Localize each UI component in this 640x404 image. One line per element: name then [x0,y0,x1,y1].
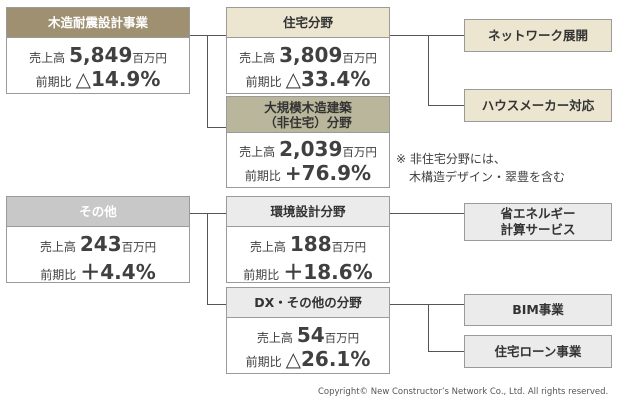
dx-other-title: DX・その他の分野 [227,288,389,318]
yoy-value: △26.1% [285,347,371,371]
other-box: その他 売上高 243百万円 前期比 ＋4.4% [6,196,190,285]
wood-seismic-box: 木造耐震設計事業 売上高 5,849百万円 前期比 △14.9% [6,7,190,94]
connector-dx-to-loan [428,351,464,352]
yoy-label: 前期比 [245,355,282,369]
yoy-label: 前期比 [244,169,281,183]
residential-sales-row: 売上高 3,809百万円 [227,43,389,67]
sales-label: 売上高 [239,51,276,65]
housemaker-support-box: ハウスメーカー対応 [464,89,612,122]
connector-residential-branch [428,35,429,106]
sales-label: 売上高 [39,240,76,254]
sales-unit: 百万円 [342,145,377,159]
sales-label: 売上高 [256,331,293,345]
residential-box: 住宅分野 売上高 3,809百万円 前期比 △33.4% [226,7,390,94]
sales-unit: 百万円 [132,51,167,65]
sales-value: 5,849 [69,43,133,67]
sales-unit: 百万円 [331,240,367,254]
connector-wood-to-residential [190,35,226,36]
sales-unit: 百万円 [121,240,157,254]
sales-label: 売上高 [29,51,66,65]
yoy-value: △14.9% [75,67,161,91]
connector-dx-branch [428,304,429,352]
bim-business-box: BIM事業 [464,294,612,326]
large-wood-title-line1: 大規模木造建築 [264,99,352,115]
sales-label: 売上高 [239,145,276,159]
energy-calc-service-box: 省エネルギー 計算サービス [464,203,612,241]
connector-other-branch [207,213,208,305]
sales-value: 2,039 [279,137,343,161]
energy-line2: 計算サービス [500,222,576,237]
sales-unit: 百万円 [324,331,360,345]
sales-value: 54 [296,323,325,347]
note-line2: 木構造デザイン・翠豊を含む [409,170,566,184]
dx-yoy-row: 前期比 △26.1% [227,347,389,371]
environment-sales-row: 売上高 188百万円 [227,232,389,256]
environment-design-box: 環境設計分野 売上高 188百万円 前期比 ＋18.6% [226,196,390,285]
dx-sales-row: 売上高 54百万円 [227,323,389,347]
sales-label: 売上高 [249,240,286,254]
residential-yoy-row: 前期比 △33.4% [227,67,389,91]
wood-seismic-title: 木造耐震設計事業 [7,8,189,38]
connector-wood-branch [207,35,208,128]
yoy-value: ＋18.6% [283,260,373,284]
sales-value: 243 [79,232,122,256]
connector-dx-to-bim [390,304,464,305]
connector-wood-to-largewood [207,127,226,128]
large-wood-box: 大規模木造建築 （非住宅）分野 売上高 2,039百万円 前期比 +76.9% [226,96,390,188]
sales-unit: 百万円 [342,51,377,65]
note-line1: ※ 非住宅分野には、 [396,152,506,166]
network-expansion-box: ネットワーク展開 [464,19,612,52]
yoy-value: +76.9% [284,161,372,185]
large-wood-title: 大規模木造建築 （非住宅）分野 [227,97,389,133]
connector-residential-to-network [390,35,464,36]
yoy-value: △33.4% [285,67,371,91]
wood-seismic-yoy-row: 前期比 △14.9% [7,67,189,91]
yoy-label: 前期比 [245,75,282,89]
connector-other-to-dx [207,304,226,305]
connector-env-to-energy [390,213,464,214]
other-yoy-row: 前期比 ＋4.4% [7,256,189,285]
residential-title: 住宅分野 [227,8,389,38]
yoy-value: ＋4.4% [80,260,156,284]
non-residential-note: ※ 非住宅分野には、 木構造デザイン・翠豊を含む [396,150,565,186]
yoy-label: 前期比 [35,75,72,89]
wood-seismic-sales-row: 売上高 5,849百万円 [7,43,189,67]
housing-loan-box: 住宅ローン事業 [464,335,612,368]
environment-yoy-row: 前期比 ＋18.6% [227,256,389,285]
environment-design-title: 環境設計分野 [227,197,389,227]
large-wood-yoy-row: 前期比 +76.9% [227,161,389,185]
dx-other-box: DX・その他の分野 売上高 54百万円 前期比 △26.1% [226,287,390,374]
connector-residential-to-housemaker [428,105,464,106]
large-wood-sales-row: 売上高 2,039百万円 [227,137,389,161]
copyright-text: Copyright© New Constructor’s Network Co.… [318,387,609,397]
sales-value: 3,809 [279,43,343,67]
sales-value: 188 [289,232,332,256]
other-sales-row: 売上高 243百万円 [7,232,189,256]
energy-line1: 省エネルギー [500,206,576,221]
connector-other-to-env [190,213,226,214]
yoy-label: 前期比 [243,268,280,282]
yoy-label: 前期比 [40,268,77,282]
other-title: その他 [7,197,189,227]
large-wood-title-line2: （非住宅）分野 [264,114,352,130]
